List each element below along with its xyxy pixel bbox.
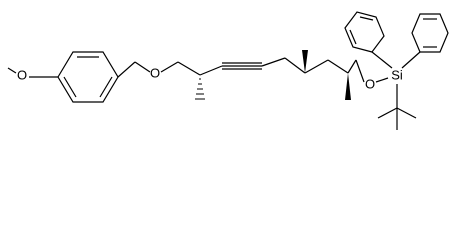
bonds (7, 11, 449, 130)
atom-label: Si (391, 67, 403, 82)
atom-label: O (150, 65, 160, 80)
atom-label: O (365, 76, 375, 91)
atom-label: O (17, 67, 27, 82)
molecule: O O O Si (7, 11, 449, 130)
